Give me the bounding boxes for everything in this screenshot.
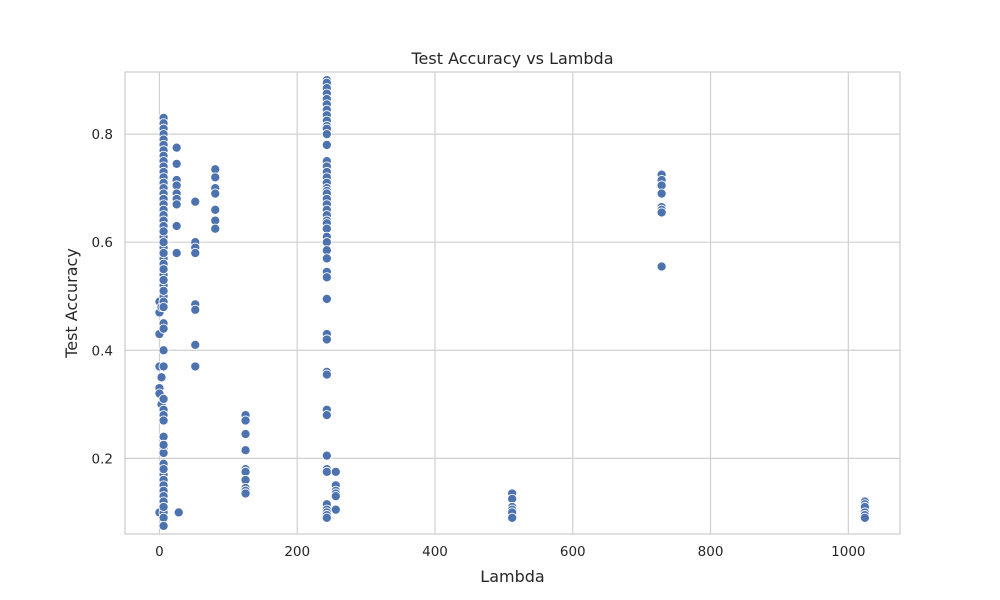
- x-axis-label: Lambda: [480, 567, 544, 586]
- data-point: [171, 247, 182, 259]
- data-point: [240, 445, 251, 456]
- data-point: [656, 207, 667, 218]
- data-point: [171, 199, 182, 210]
- data-point: [158, 361, 169, 372]
- data-point: [190, 339, 201, 350]
- data-point: [859, 512, 870, 523]
- data-point: [173, 507, 184, 518]
- grid: [125, 72, 900, 534]
- x-axis-ticks: 0 200 400 600 800 1000: [155, 544, 865, 560]
- y-tick-label: 0.6: [92, 235, 113, 251]
- data-point: [210, 223, 221, 234]
- data-point: [158, 226, 169, 237]
- data-point: [158, 323, 169, 334]
- data-point: [321, 512, 332, 523]
- data-point: [210, 172, 221, 183]
- x-tick-label: 1000: [831, 544, 865, 560]
- data-point: [158, 415, 169, 426]
- x-tick-label: 600: [560, 544, 586, 560]
- chart-title: Test Accuracy vs Lambda: [410, 49, 613, 68]
- x-tick-label: 200: [284, 544, 310, 560]
- data-point: [158, 501, 169, 513]
- data-point: [158, 264, 169, 275]
- data-point: [321, 334, 332, 345]
- data-point: [321, 272, 332, 283]
- data-point: [656, 188, 667, 199]
- data-point: [330, 466, 341, 477]
- data-point: [321, 466, 332, 477]
- data-point: [190, 247, 201, 259]
- data-point: [190, 196, 201, 207]
- data-point: [321, 450, 332, 461]
- y-tick-label: 0.4: [92, 343, 113, 359]
- data-point: [158, 237, 169, 248]
- data-point: [656, 261, 667, 272]
- data-point: [158, 464, 169, 475]
- data-point: [240, 415, 251, 426]
- data-point: [210, 204, 221, 215]
- data-point: [158, 285, 169, 296]
- data-point: [321, 293, 332, 304]
- data-point: [156, 372, 167, 383]
- y-tick-label: 0.2: [92, 451, 113, 467]
- data-point: [158, 393, 169, 404]
- data-point: [158, 247, 169, 259]
- x-tick-label: 0: [155, 544, 164, 560]
- data-points: [154, 75, 870, 531]
- data-point: [330, 491, 341, 502]
- data-point: [158, 302, 169, 313]
- data-point: [171, 158, 182, 169]
- plot-frame: [124, 71, 901, 535]
- data-point: [158, 520, 169, 531]
- data-point: [158, 439, 169, 450]
- data-point: [321, 139, 332, 150]
- data-point: [158, 274, 169, 286]
- data-point: [240, 428, 251, 440]
- data-point: [321, 129, 332, 140]
- data-point: [190, 361, 201, 372]
- data-point: [171, 142, 182, 153]
- data-point: [330, 504, 341, 515]
- data-point: [240, 488, 251, 499]
- data-point: [321, 410, 332, 421]
- data-point: [210, 188, 221, 199]
- data-point: [321, 253, 332, 264]
- data-point: [507, 512, 518, 523]
- y-tick-label: 0.8: [92, 127, 113, 143]
- data-point: [171, 220, 182, 232]
- y-axis-label: Test Accuracy: [62, 248, 81, 359]
- data-point: [321, 369, 332, 380]
- x-tick-label: 400: [422, 544, 448, 560]
- data-point: [158, 345, 169, 356]
- x-tick-label: 800: [698, 544, 724, 560]
- data-point: [190, 304, 201, 315]
- y-axis-ticks: 0.2 0.4 0.6 0.8: [92, 127, 113, 467]
